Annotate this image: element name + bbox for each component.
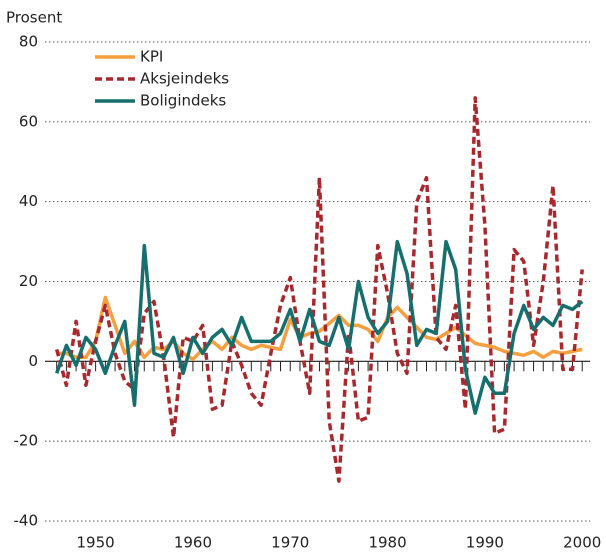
x-tick-label: 1980 [368, 534, 406, 552]
legend-label: Boligindeks [140, 92, 226, 110]
y-tick-label: 0 [28, 352, 38, 370]
series-line [56, 295, 583, 362]
y-tick-label: 60 [19, 112, 38, 130]
y-tick-label: 80 [19, 33, 38, 51]
y-axis-label: Prosent [6, 9, 62, 27]
legend-label: KPI [140, 48, 163, 66]
x-tick-label: 1990 [466, 534, 504, 552]
x-tick-label: 1970 [271, 534, 309, 552]
legend-label: Aksjeindeks [140, 70, 229, 88]
y-tick-label: -40 [14, 512, 39, 530]
y-tick-label: 40 [19, 192, 38, 210]
x-tick-label: 1960 [174, 534, 212, 552]
series-line [55, 96, 584, 483]
y-tick-label: 20 [19, 272, 38, 290]
series-line [55, 239, 584, 415]
x-tick-label: 2000 [563, 534, 601, 552]
y-tick-label: -20 [14, 432, 39, 450]
x-tick-label: 1950 [77, 534, 115, 552]
